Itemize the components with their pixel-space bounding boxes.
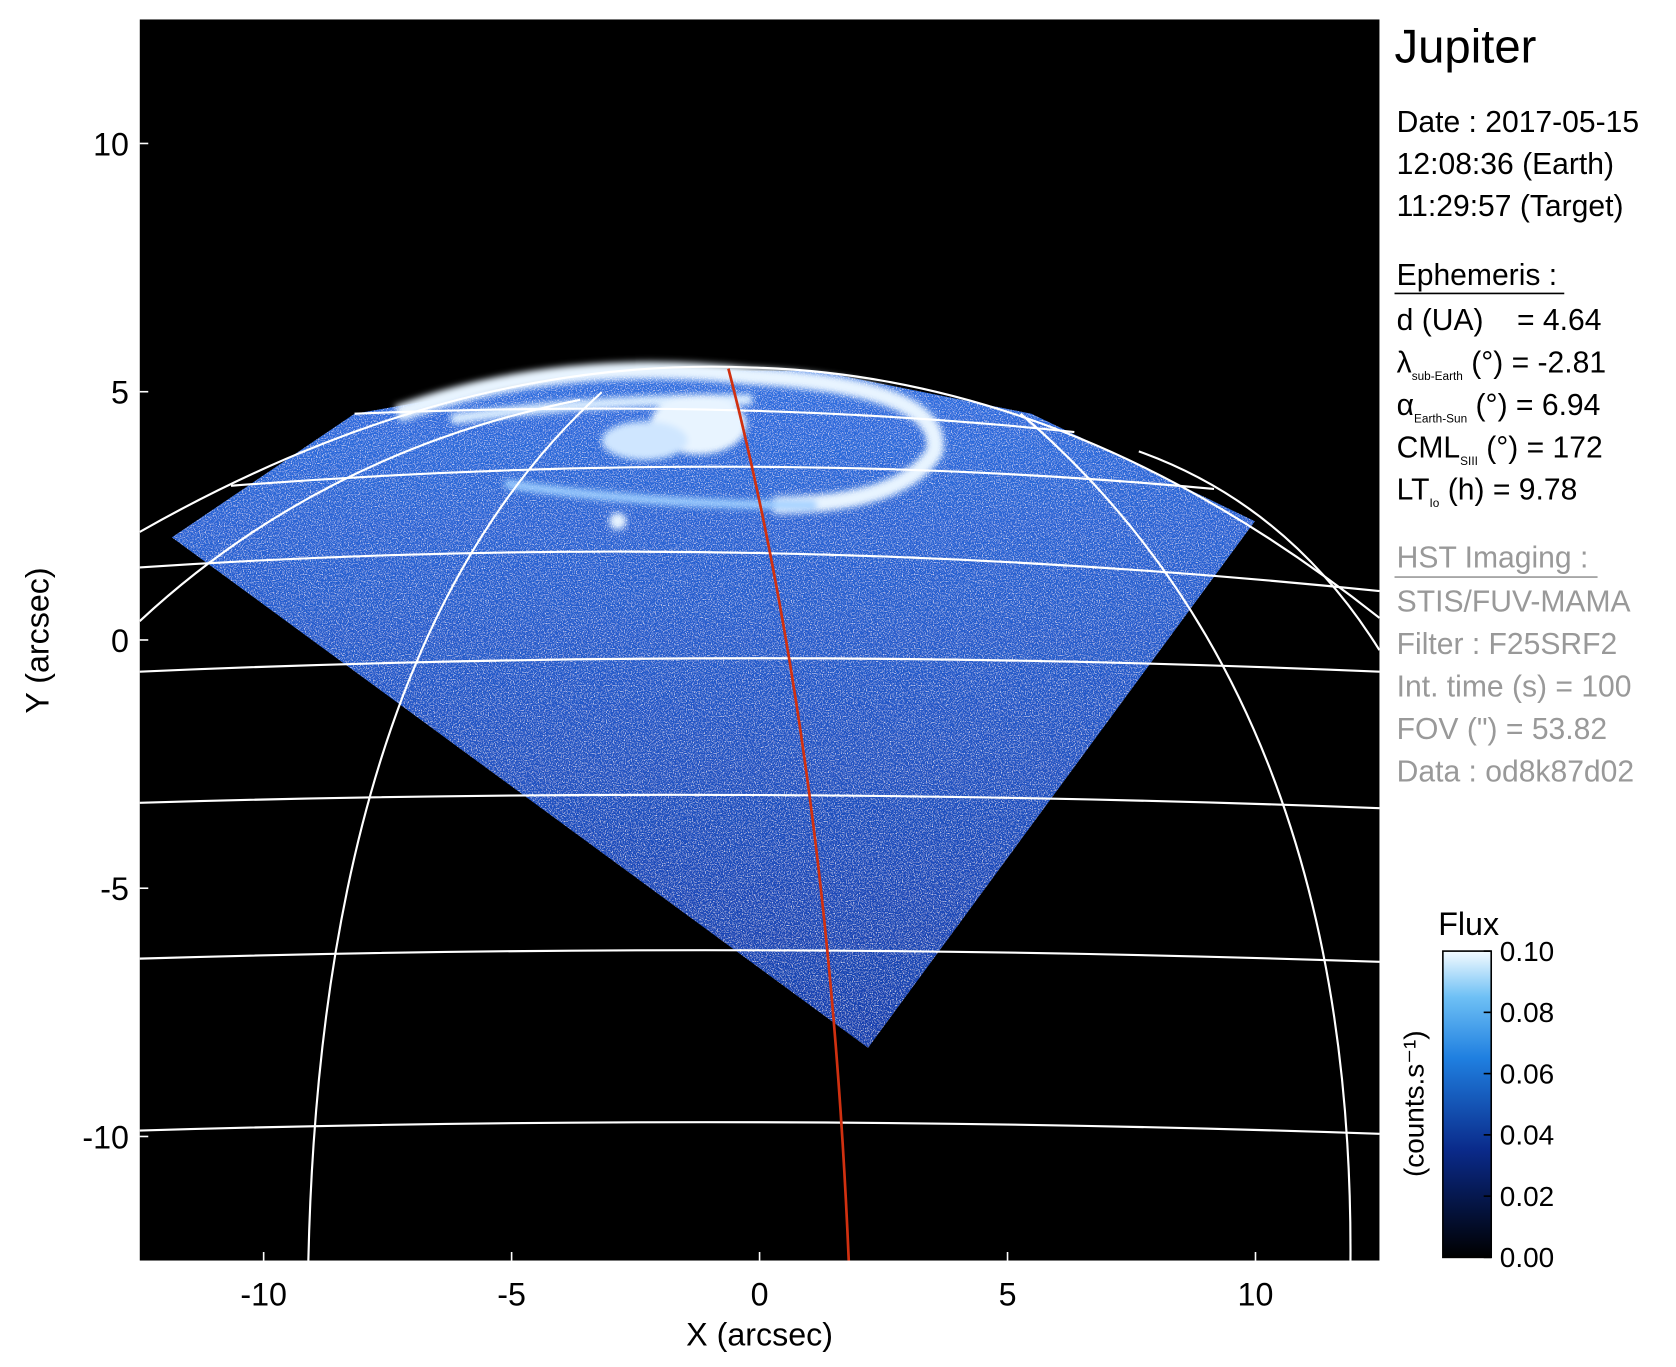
target-title: Jupiter bbox=[1395, 20, 1537, 73]
date-line: 11:29:57 (Target) bbox=[1397, 190, 1624, 223]
colorbar-tick-label: 0.00 bbox=[1500, 1242, 1554, 1273]
ephemeris-value: (°) = -2.81 bbox=[1463, 346, 1606, 379]
y-tick-label: -10 bbox=[82, 1119, 129, 1155]
ephemeris-row: CMLSIII (°) = 172 bbox=[1397, 431, 1603, 468]
x-tick-label: 5 bbox=[999, 1277, 1017, 1313]
ephemeris-symbol: α bbox=[1397, 389, 1414, 422]
x-tick-label: 10 bbox=[1238, 1277, 1274, 1313]
ephemeris-subscript: Io bbox=[1430, 496, 1440, 510]
colorbar-title: Flux bbox=[1438, 906, 1499, 942]
colorbar-gradient bbox=[1442, 950, 1493, 1259]
imaging-line: Data : od8k87d02 bbox=[1397, 755, 1634, 788]
imaging-line: STIS/FUV-MAMA bbox=[1397, 585, 1631, 618]
y-tick-label: -5 bbox=[100, 871, 129, 907]
ephemeris-symbol: LT bbox=[1397, 474, 1430, 507]
imaging-title: HST Imaging : bbox=[1397, 541, 1589, 574]
axes: X (arcsec) Y (arcsec) -10 -5 0 5 10 -10 -5 0 5 10 bbox=[19, 126, 1273, 1352]
colorbar-label: (counts.s⁻¹) bbox=[1399, 1030, 1430, 1177]
ephemeris-value: (h) = 9.78 bbox=[1439, 474, 1577, 507]
ephemeris-subscript: sub-Earth bbox=[1412, 369, 1463, 383]
planet-grid bbox=[139, 365, 1380, 1261]
y-tick-label: 5 bbox=[111, 375, 129, 411]
x-tick-label: 0 bbox=[751, 1277, 769, 1313]
ephemeris-row: λsub-Earth (°) = -2.81 bbox=[1397, 346, 1606, 383]
colorbar: Flux (counts.s⁻¹) 0.00 0.02 0.04 0.06 0.08 0.… bbox=[1399, 906, 1555, 1273]
y-tick-label: 0 bbox=[111, 623, 129, 659]
y-axis-label: Y (arcsec) bbox=[19, 567, 55, 713]
info-panel: Jupiter Date : 2017-05-15 12:08:36 (Earth… bbox=[1395, 20, 1640, 788]
ephemeris-row: αEarth-Sun (°) = 6.94 bbox=[1397, 389, 1601, 426]
plot-image bbox=[139, 19, 1380, 1261]
ephemeris-symbol: λ bbox=[1397, 346, 1412, 379]
x-tick-label: -10 bbox=[240, 1277, 287, 1313]
ephemeris-symbol: d (UA) = 4.64 bbox=[1397, 304, 1602, 337]
ephemeris-row: d (UA) = 4.64 bbox=[1397, 304, 1602, 337]
date-line: Date : 2017-05-15 bbox=[1397, 106, 1639, 139]
ephemeris-title: Ephemeris : bbox=[1397, 259, 1557, 292]
colorbar-tick-label: 0.06 bbox=[1500, 1058, 1554, 1089]
imaging-line: FOV (") = 53.82 bbox=[1397, 713, 1607, 746]
ephemeris-subscript: SIII bbox=[1460, 454, 1478, 468]
ephemeris-subscript: Earth-Sun bbox=[1414, 411, 1467, 425]
colorbar-tick-label: 0.04 bbox=[1500, 1120, 1554, 1151]
ephemeris-value: (°) = 172 bbox=[1478, 431, 1603, 464]
colorbar-tick-label: 0.10 bbox=[1500, 936, 1554, 967]
aurora bbox=[394, 361, 944, 530]
y-tick-label: 10 bbox=[93, 126, 129, 162]
ephemeris-row: LTIo (h) = 9.78 bbox=[1397, 474, 1578, 511]
date-line: 12:08:36 (Earth) bbox=[1397, 148, 1614, 181]
colorbar-tick-label: 0.02 bbox=[1500, 1181, 1554, 1212]
ephemeris-value: (°) = 6.94 bbox=[1467, 389, 1600, 422]
colorbar-tick-label: 0.08 bbox=[1500, 997, 1554, 1028]
observed-region bbox=[171, 370, 1255, 1048]
x-axis-label: X (arcsec) bbox=[686, 1317, 833, 1353]
imaging-line: Filter : F25SRF2 bbox=[1397, 628, 1618, 661]
x-tick-label: -5 bbox=[497, 1277, 526, 1313]
imaging-line: Int. time (s) = 100 bbox=[1397, 670, 1632, 703]
central-meridian bbox=[727, 368, 851, 1261]
ephemeris-symbol: CML bbox=[1397, 431, 1461, 464]
